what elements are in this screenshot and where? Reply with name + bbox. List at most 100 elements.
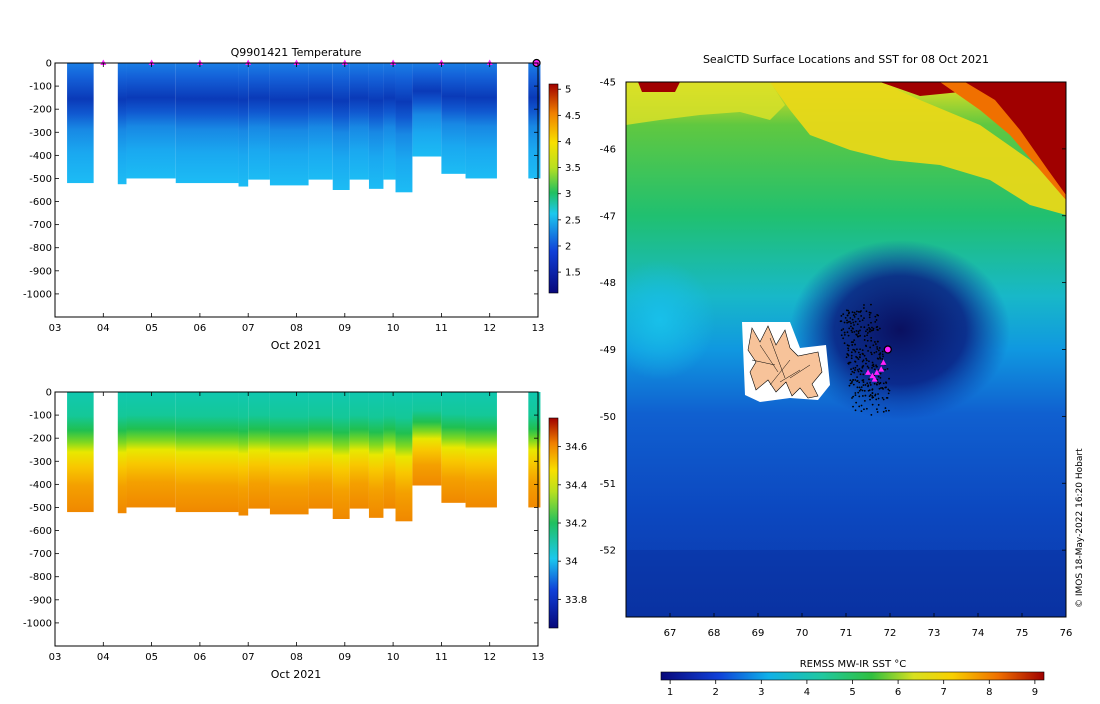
track-point — [871, 395, 874, 397]
track-point — [870, 413, 873, 416]
track-point — [854, 350, 857, 353]
track-point — [881, 353, 884, 356]
temperature-ytick-label: 0 — [46, 59, 52, 70]
track-point — [846, 314, 849, 317]
track-point — [858, 389, 861, 392]
track-point — [843, 321, 846, 324]
salinity-colorbar — [548, 417, 559, 629]
track-point — [876, 346, 879, 348]
track-point — [862, 379, 865, 381]
track-point — [864, 394, 867, 397]
temperature-profile — [528, 63, 541, 179]
temperature-ytick-label: -400 — [29, 151, 52, 162]
track-point — [854, 320, 857, 323]
track-point — [885, 409, 888, 412]
track-point — [840, 329, 843, 332]
track-point — [851, 344, 854, 346]
surface-marker — [196, 59, 203, 65]
track-point — [884, 386, 887, 389]
track-point — [854, 343, 856, 346]
track-point — [875, 398, 878, 401]
track-point — [852, 367, 855, 370]
salinity-profile — [126, 392, 176, 508]
temperature-profile — [349, 63, 369, 180]
track-point — [866, 328, 869, 331]
track-point — [887, 392, 890, 395]
track-point — [846, 319, 848, 322]
track-point — [858, 381, 861, 384]
salinity-profile — [368, 392, 384, 518]
track-point — [863, 389, 866, 392]
salinity-xtick-label: 11 — [435, 652, 448, 663]
track-point — [856, 323, 859, 326]
salinity-panel: 0 -100 -200 -300 -400 -500 -600 -700 -800 -900 -10… — [23, 388, 587, 682]
track-point — [863, 326, 866, 329]
track-point — [854, 366, 857, 369]
track-point — [852, 321, 855, 324]
sst-cb-label: 6 — [895, 687, 901, 698]
salinity-profile — [528, 392, 541, 508]
track-point — [887, 409, 890, 412]
temperature-profiles — [67, 63, 541, 193]
salinity-profile — [269, 392, 309, 515]
track-point — [849, 317, 852, 319]
track-point — [844, 316, 847, 319]
temperature-ytick-label: -600 — [29, 197, 52, 208]
temperature-ytick-label: -500 — [29, 174, 52, 185]
salinity-profile — [412, 392, 442, 486]
salinity-profile — [465, 392, 497, 508]
temperature-y-ticks: 0 -100 -200 -300 -400 -500 -600 -700 -800 -900 -10… — [23, 59, 538, 300]
track-point — [874, 315, 877, 318]
track-point — [859, 369, 862, 372]
track-point — [886, 367, 889, 370]
track-point — [869, 398, 871, 401]
track-point — [882, 355, 885, 358]
track-point — [881, 350, 884, 353]
track-point — [859, 356, 861, 359]
salinity-profile — [349, 392, 369, 509]
surface-marker — [341, 59, 348, 65]
track-point — [856, 356, 859, 359]
track-point — [865, 357, 867, 360]
sst-cb-label: 5 — [849, 687, 855, 698]
track-point — [871, 403, 874, 406]
temperature-ytick-label: -1000 — [23, 289, 52, 300]
map-xtick-label: 68 — [708, 628, 721, 639]
track-point — [869, 384, 872, 386]
track-point — [854, 392, 857, 394]
track-point — [843, 331, 846, 334]
track-point — [877, 358, 880, 360]
temperature-ytick-label: -900 — [29, 266, 52, 277]
track-point — [876, 411, 879, 413]
track-point — [884, 368, 887, 371]
track-point — [851, 311, 854, 314]
track-point — [858, 320, 861, 323]
track-point — [847, 354, 850, 357]
track-point — [870, 321, 872, 324]
track-point — [877, 404, 880, 406]
temperature-ytick-label: -800 — [29, 243, 52, 254]
track-point — [868, 316, 871, 319]
sst-colorbar-label: REMSS MW-IR SST °C — [800, 659, 907, 670]
map-ytick-label: -52 — [600, 546, 616, 557]
track-point — [865, 362, 867, 365]
sst-cb-label: 4 — [804, 687, 810, 698]
track-point — [853, 311, 856, 314]
map-y-ticks: -45 -46 -47 -48 -49 -50 -51 -52 — [600, 78, 1066, 557]
track-point — [877, 393, 879, 395]
track-point — [866, 334, 869, 337]
track-point — [869, 328, 872, 331]
track-point — [884, 407, 887, 409]
temperature-cb-label: 5 — [565, 85, 571, 96]
track-point — [848, 361, 851, 364]
track-point — [842, 337, 845, 340]
track-point — [853, 324, 855, 326]
track-point — [871, 366, 873, 369]
temperature-ytick-label: -200 — [29, 105, 52, 116]
track-point — [859, 388, 862, 391]
track-point — [847, 309, 850, 312]
track-point — [869, 346, 872, 349]
recent-position-marker — [865, 369, 871, 375]
temperature-xlabel: Oct 2021 — [271, 339, 322, 352]
temperature-profile — [308, 63, 333, 180]
